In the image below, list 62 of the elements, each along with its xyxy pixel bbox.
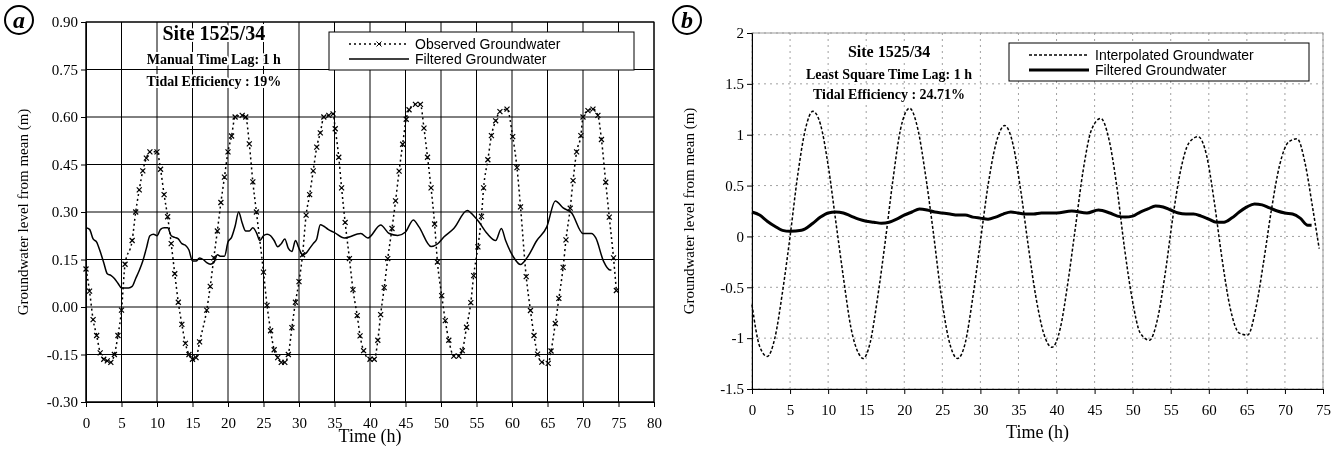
x-tick-label: 55 xyxy=(1163,402,1179,418)
x-tick-label: 70 xyxy=(1277,402,1293,418)
panel-letter: a xyxy=(4,5,34,35)
x-tick-label: 70 xyxy=(576,415,591,431)
y-tick-label: -0.5 xyxy=(720,279,744,296)
x-tick-label: 60 xyxy=(1201,402,1217,418)
x-tick-label: 55 xyxy=(469,415,485,431)
y-tick-label: 0 xyxy=(736,228,744,245)
x-tick-label: 5 xyxy=(786,402,795,418)
x-tick-label: 30 xyxy=(973,402,989,418)
x-tick-label: 20 xyxy=(221,415,236,431)
y-tick-label: 1 xyxy=(736,127,744,144)
panel-letter: b xyxy=(672,5,702,35)
y-axis-title: Groundwater level from mean (m) xyxy=(15,108,32,316)
y-tick-label: 0.00 xyxy=(51,299,78,316)
annotation: Least Square Time Lag: 1 h xyxy=(805,67,973,82)
y-tick-label: 0.5 xyxy=(725,177,744,194)
x-tick-label: 50 xyxy=(434,415,449,431)
text: Site 1525/34 xyxy=(847,43,931,60)
x-tick-label: 0 xyxy=(748,402,757,418)
y-axis-title: Groundwater level from mean (m) xyxy=(681,107,698,315)
x-tick-label: 10 xyxy=(150,415,165,431)
legend-label: Observed Groundwater xyxy=(415,36,561,52)
x-tick-label: 15 xyxy=(859,402,875,418)
x-tick-label: 75 xyxy=(611,415,627,431)
x-tick-label: 35 xyxy=(1011,402,1027,418)
x-tick-label: 65 xyxy=(1239,402,1255,418)
x-tick-label: 45 xyxy=(398,415,414,431)
y-tick-label: 0.90 xyxy=(51,14,78,31)
x-tick-label: 80 xyxy=(647,415,662,431)
y-tick-label: -0.30 xyxy=(46,394,78,411)
x-tick-label: 40 xyxy=(363,415,378,431)
y-tick-label: 0.75 xyxy=(51,61,78,78)
x-tick-label: 20 xyxy=(897,402,913,418)
legend-label: Filtered Groundwater xyxy=(415,51,547,67)
legend-label: Interpolated Groundwater xyxy=(1095,47,1255,63)
y-tick-label: 0.15 xyxy=(51,251,78,268)
x-tick-label: 65 xyxy=(540,415,556,431)
x-tick-label: 75 xyxy=(1316,402,1331,418)
x-tick-label: 50 xyxy=(1125,402,1141,418)
x-tick-label: 25 xyxy=(256,415,272,431)
y-tick-label: 0.45 xyxy=(51,156,78,173)
legend-label: Filtered Groundwater xyxy=(1095,62,1227,78)
x-axis-title: Time (h) xyxy=(1006,422,1069,443)
x-tick-label: 25 xyxy=(935,402,951,418)
annotation: Tidal Efficiency : 24.71% xyxy=(812,87,966,102)
y-tick-label: -0.15 xyxy=(46,346,78,363)
y-tick-label: -1.5 xyxy=(720,381,744,398)
y-tick-label: -1 xyxy=(731,330,744,347)
y-tick-label: 0.30 xyxy=(51,204,78,221)
y-tick-label: 2 xyxy=(736,25,744,42)
x-tick-label: 35 xyxy=(327,415,343,431)
x-tick-label: 45 xyxy=(1087,402,1103,418)
x-tick-label: 30 xyxy=(292,415,307,431)
x-tick-label: 0 xyxy=(82,415,91,431)
x-tick-label: 60 xyxy=(505,415,520,431)
y-tick-label: 0.60 xyxy=(51,109,78,126)
y-tick-label: 1.5 xyxy=(725,76,744,93)
x-tick-label: 40 xyxy=(1049,402,1065,418)
x-tick-label: 10 xyxy=(821,402,837,418)
x-tick-label: 5 xyxy=(118,415,126,431)
x-tick-label: 15 xyxy=(185,415,201,431)
